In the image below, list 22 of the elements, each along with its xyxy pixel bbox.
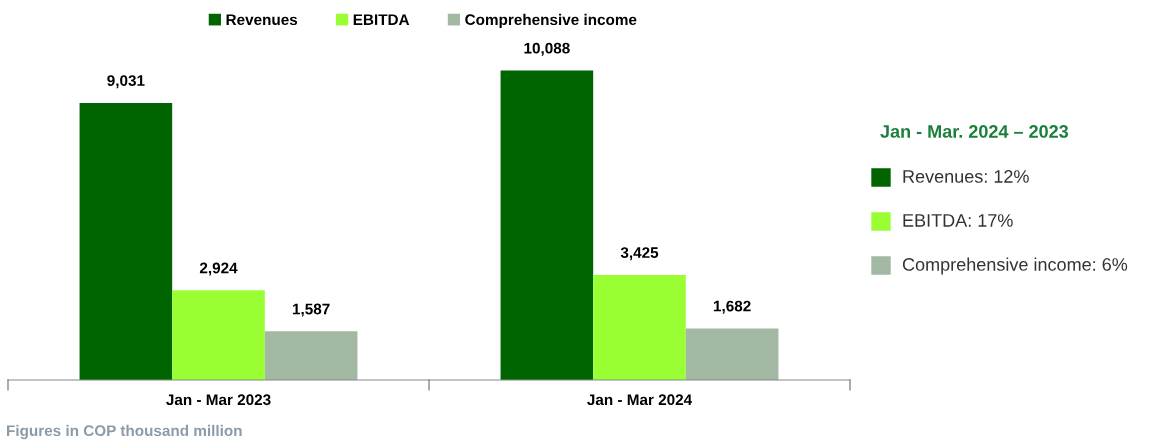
text: Figures in COP thousand million: [7, 424, 242, 440]
bar: [500, 70, 594, 380]
bar: [172, 290, 265, 380]
bar: [685, 328, 779, 380]
text: Jan - Mar. 2024 – 2023: [880, 125, 1069, 138]
legend-label: EBITDA: [353, 14, 410, 25]
data-label: 10,088: [524, 42, 570, 56]
bar: [264, 331, 358, 380]
bar: [593, 274, 686, 380]
data-label: 9,031: [107, 75, 145, 89]
data-label: 3,425: [620, 247, 659, 261]
data-label: 2,924: [199, 262, 238, 276]
x-tick-label: Jan - Mar 2024: [587, 394, 693, 406]
legend-label: Comprehensive income: [465, 13, 637, 29]
legend-label: Revenues: [226, 14, 298, 26]
text: EBITDA: 17%: [903, 214, 1013, 227]
bar: [79, 102, 173, 380]
text: Revenues: 12%: [903, 170, 1029, 183]
x-tick-label: Jan - Mar 2023: [166, 394, 271, 406]
data-label: 1,587: [292, 303, 330, 317]
data-label: 1,682: [713, 300, 751, 314]
text: Comprehensive income: 6%: [902, 257, 1128, 275]
